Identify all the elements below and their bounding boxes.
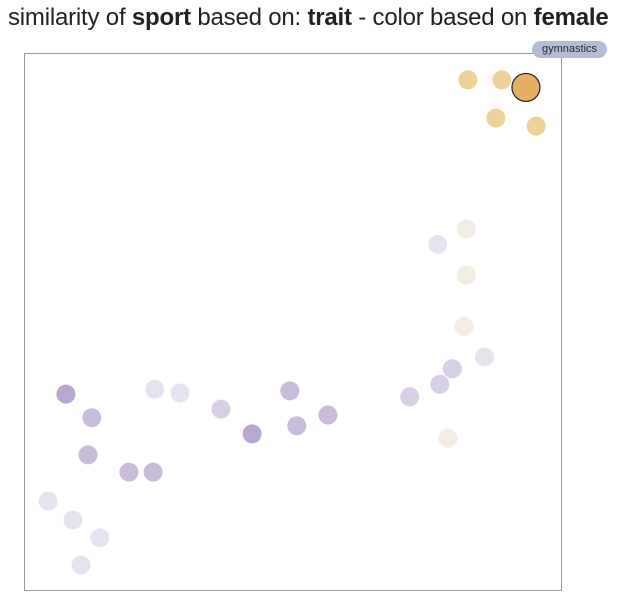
data-point[interactable] xyxy=(143,462,163,482)
data-point[interactable] xyxy=(63,510,83,530)
title-color-by: female xyxy=(533,4,609,31)
data-point[interactable] xyxy=(170,383,190,403)
title-part: - color based on xyxy=(351,4,534,31)
data-point[interactable] xyxy=(454,316,474,336)
data-point[interactable] xyxy=(82,408,102,428)
data-point[interactable] xyxy=(428,235,448,255)
chart-title: similarity of sport based on: trait - co… xyxy=(8,4,609,32)
data-point[interactable] xyxy=(456,219,476,239)
selected-point-tooltip: gymnastics xyxy=(532,41,608,58)
data-point[interactable] xyxy=(145,379,165,399)
data-point[interactable] xyxy=(492,70,512,90)
data-point[interactable] xyxy=(280,381,300,401)
data-point[interactable] xyxy=(486,108,506,128)
data-point[interactable] xyxy=(119,462,139,482)
data-point[interactable] xyxy=(438,428,458,448)
data-point[interactable] xyxy=(242,424,262,444)
data-point[interactable] xyxy=(211,399,231,419)
data-point[interactable] xyxy=(287,416,307,436)
data-point[interactable] xyxy=(430,374,450,394)
data-point[interactable] xyxy=(458,70,478,90)
data-point[interactable] xyxy=(475,347,495,367)
data-point[interactable] xyxy=(318,405,338,425)
title-part: based on: xyxy=(190,4,308,31)
data-point[interactable] xyxy=(38,491,58,511)
data-point[interactable] xyxy=(71,555,91,575)
plot-area xyxy=(24,53,562,591)
data-point[interactable] xyxy=(90,528,110,548)
title-part: similarity of xyxy=(8,4,132,31)
data-point[interactable] xyxy=(526,116,546,136)
data-point[interactable] xyxy=(56,384,76,404)
data-point[interactable] xyxy=(456,265,476,285)
data-point[interactable] xyxy=(78,445,98,465)
selected-data-point[interactable] xyxy=(511,72,541,103)
data-point[interactable] xyxy=(442,359,462,379)
data-point[interactable] xyxy=(400,387,420,407)
title-basis: trait xyxy=(307,4,352,31)
title-entity: sport xyxy=(131,4,191,31)
